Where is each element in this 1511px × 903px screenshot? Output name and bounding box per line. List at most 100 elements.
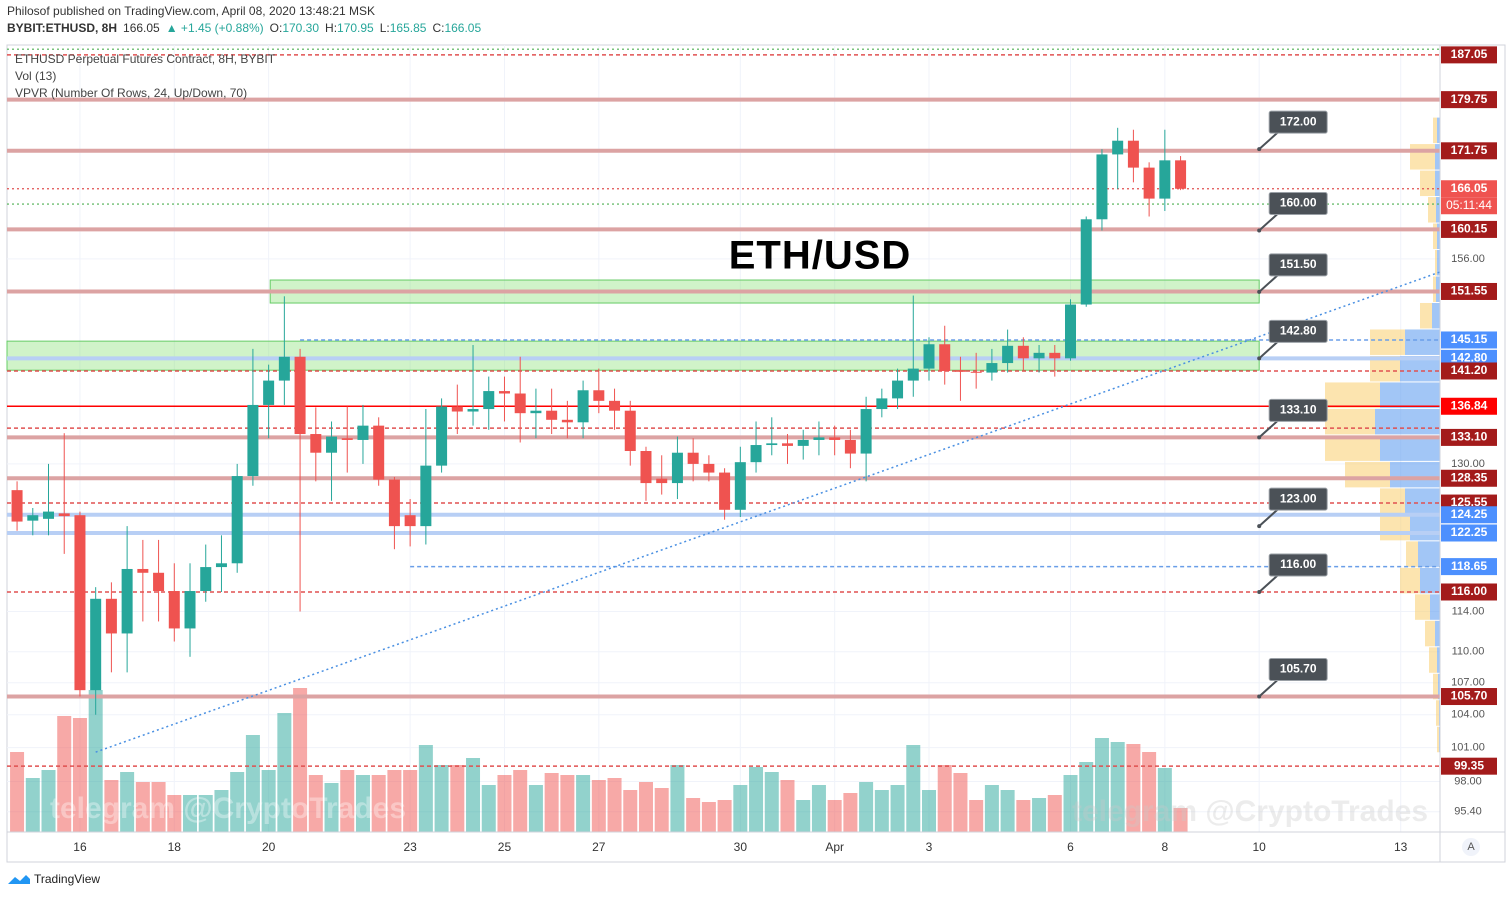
auto-scale-label[interactable]: A <box>1467 841 1475 853</box>
candle-body <box>954 370 966 372</box>
volume-bar <box>88 690 103 832</box>
candle-body <box>923 344 935 369</box>
vpvr-down <box>1429 647 1437 673</box>
price-label: 179.75 <box>1451 92 1488 106</box>
ohlc-key: O: <box>270 21 283 35</box>
price-label-bg <box>1441 524 1497 542</box>
volume-bar <box>843 793 858 832</box>
candle-body <box>813 437 825 440</box>
price-label: 160.15 <box>1451 222 1488 236</box>
vpvr-up <box>1432 302 1440 329</box>
callout-anchor <box>1257 694 1262 699</box>
callout-label: 151.50 <box>1280 257 1317 271</box>
x-tick-label: 8 <box>1162 840 1169 854</box>
vpvr-down <box>1433 276 1436 302</box>
price-label-bg <box>1441 331 1497 349</box>
callout-box <box>1268 487 1328 511</box>
volume-bar <box>874 790 889 832</box>
x-tick-label: 13 <box>1394 840 1408 854</box>
volume-bar <box>1032 798 1047 832</box>
candle-body <box>388 479 400 527</box>
price-label: 187.05 <box>1451 47 1488 61</box>
ohlc-value: 165.85 <box>390 21 427 35</box>
volume-bar <box>984 785 999 832</box>
volume-bar <box>717 800 732 832</box>
volume-bar <box>686 798 701 832</box>
price-label: 141.20 <box>1451 363 1488 377</box>
volume-bar <box>560 775 575 832</box>
axes: 16 18 20 23 25 27 30 Apr 3 6 8 10 13 156.00 130.00 114.… <box>73 46 1497 854</box>
vpvr-down <box>1433 223 1437 250</box>
callout-pointer <box>1258 130 1280 150</box>
volume-bar <box>859 782 874 832</box>
y-tick-label: 107.00 <box>1451 677 1485 689</box>
callout-pointer <box>1258 418 1280 439</box>
candle-body <box>860 409 872 454</box>
callout-label: 172.00 <box>1280 114 1317 128</box>
change: ▲ +1.45 (+0.88%) <box>166 21 264 35</box>
volume-bar <box>450 765 465 832</box>
candle-body <box>734 462 746 510</box>
callout-box <box>1268 191 1328 215</box>
candle-body <box>797 439 809 446</box>
volume-bar <box>418 745 433 832</box>
volume-bar <box>214 790 229 832</box>
volume-bar <box>623 790 638 832</box>
volume-bar <box>434 765 449 832</box>
volume-bar <box>827 800 842 832</box>
publisher: Philosof published on TradingView.com, A… <box>7 4 375 18</box>
auto-scale-button[interactable] <box>1462 838 1480 856</box>
callout-box <box>1268 658 1328 682</box>
volume-bar <box>104 780 119 832</box>
volume-bar <box>245 735 260 832</box>
candle-body <box>609 400 621 411</box>
callout-pointer <box>1258 211 1280 232</box>
volume-bar <box>922 790 937 832</box>
price-label: 118.65 <box>1451 559 1487 573</box>
callout-label: 123.00 <box>1280 491 1317 505</box>
candle-body <box>703 463 715 473</box>
x-tick-label: 16 <box>73 840 87 854</box>
vpvr-down <box>1370 329 1405 355</box>
volume-bar <box>371 775 386 832</box>
candle-body <box>184 591 196 629</box>
candle-body <box>1127 140 1139 168</box>
volume-bar <box>638 782 653 832</box>
price-label-bg <box>1441 91 1497 109</box>
legend-vol: Vol (13) <box>15 69 56 83</box>
candle-body <box>105 598 117 634</box>
callout-label: 133.10 <box>1280 403 1317 417</box>
vpvr-down <box>1420 170 1435 197</box>
price-label: 105.70 <box>1451 689 1488 703</box>
candle-body <box>892 380 904 399</box>
callout-anchor <box>1257 289 1262 294</box>
y-tick-label: 110.00 <box>1452 646 1485 658</box>
vpvr-down <box>1435 250 1437 276</box>
candle-body <box>1065 304 1077 359</box>
price-label: 136.84 <box>1451 398 1488 412</box>
candle-body <box>341 438 353 440</box>
callout-label: 142.80 <box>1280 323 1317 337</box>
vpvr-up <box>1405 329 1440 355</box>
candle-body <box>420 465 432 527</box>
candle-body <box>719 472 731 510</box>
price-label-bg <box>1441 362 1497 380</box>
callout-anchor <box>1257 524 1262 529</box>
price-label-bg <box>1441 506 1497 524</box>
volume-bar <box>607 778 622 832</box>
candle-body <box>278 356 290 381</box>
y-tick-label: 104.00 <box>1451 709 1485 721</box>
volume-bar <box>387 770 402 832</box>
vpvr-up <box>1420 567 1440 594</box>
price-label: 171.75 <box>1451 143 1488 157</box>
vpvr-down <box>1437 726 1439 753</box>
vpvr-up <box>1410 514 1440 541</box>
price-label-bg <box>1441 142 1497 160</box>
callout-anchor <box>1257 435 1262 440</box>
price-label: 128.35 <box>1451 470 1488 484</box>
volume-bar <box>10 752 25 832</box>
vpvr-up <box>1430 594 1440 620</box>
callout-pointer <box>1258 573 1280 593</box>
price-label-bg <box>1441 220 1497 238</box>
legend-main: ETHUSD Perpetual Futures Contract, 8H, B… <box>15 52 276 66</box>
